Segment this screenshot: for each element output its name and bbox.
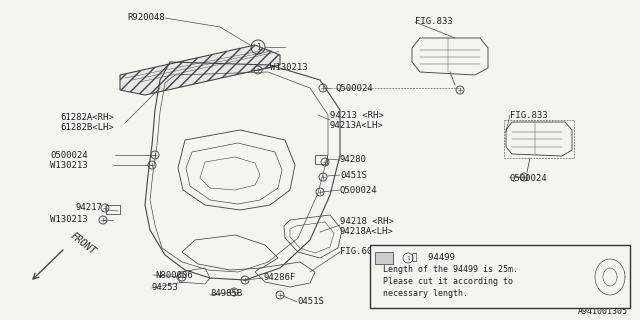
Text: 94213 <RH>: 94213 <RH> — [330, 110, 384, 119]
Text: 0500024: 0500024 — [50, 150, 88, 159]
Text: Q500024: Q500024 — [335, 84, 372, 92]
Text: 0451S: 0451S — [297, 298, 324, 307]
Text: 1: 1 — [406, 255, 410, 260]
Text: W130213: W130213 — [270, 63, 308, 73]
Text: 0451S: 0451S — [340, 171, 367, 180]
Text: Q500024: Q500024 — [510, 173, 548, 182]
Text: Please cut it according to: Please cut it according to — [383, 277, 513, 286]
Bar — [106, 205, 120, 214]
Text: Length of the 94499 is 25m.: Length of the 94499 is 25m. — [383, 266, 518, 275]
Bar — [504, 120, 574, 158]
Text: 94218 <RH>: 94218 <RH> — [340, 218, 394, 227]
Text: 1: 1 — [256, 43, 260, 52]
Text: A941001305: A941001305 — [578, 308, 628, 316]
Text: 94253: 94253 — [152, 284, 179, 292]
Bar — [315, 155, 327, 164]
Text: FIG.607: FIG.607 — [340, 247, 378, 257]
Text: N800006: N800006 — [155, 270, 193, 279]
Text: 61282B<LH>: 61282B<LH> — [60, 124, 114, 132]
Text: FIG.833: FIG.833 — [510, 110, 548, 119]
Text: 94280: 94280 — [340, 156, 367, 164]
Text: 61282A<RH>: 61282A<RH> — [60, 114, 114, 123]
Text: Q500024: Q500024 — [340, 186, 378, 195]
Text: W130213: W130213 — [50, 215, 88, 225]
Polygon shape — [120, 45, 280, 95]
Text: 94217: 94217 — [75, 204, 102, 212]
Text: ①  94499: ① 94499 — [412, 252, 455, 261]
Text: 94286F: 94286F — [263, 274, 295, 283]
Text: R920048: R920048 — [127, 13, 165, 22]
Bar — [370, 245, 630, 308]
Text: FRONT: FRONT — [68, 231, 97, 257]
Text: W130213: W130213 — [50, 161, 88, 170]
Text: 84985B: 84985B — [210, 290, 243, 299]
Bar — [375, 252, 393, 264]
Text: necessary length.: necessary length. — [383, 290, 468, 299]
Text: 94213A<LH>: 94213A<LH> — [330, 121, 384, 130]
Text: FIG.833: FIG.833 — [415, 18, 452, 27]
Text: 94218A<LH>: 94218A<LH> — [340, 228, 394, 236]
